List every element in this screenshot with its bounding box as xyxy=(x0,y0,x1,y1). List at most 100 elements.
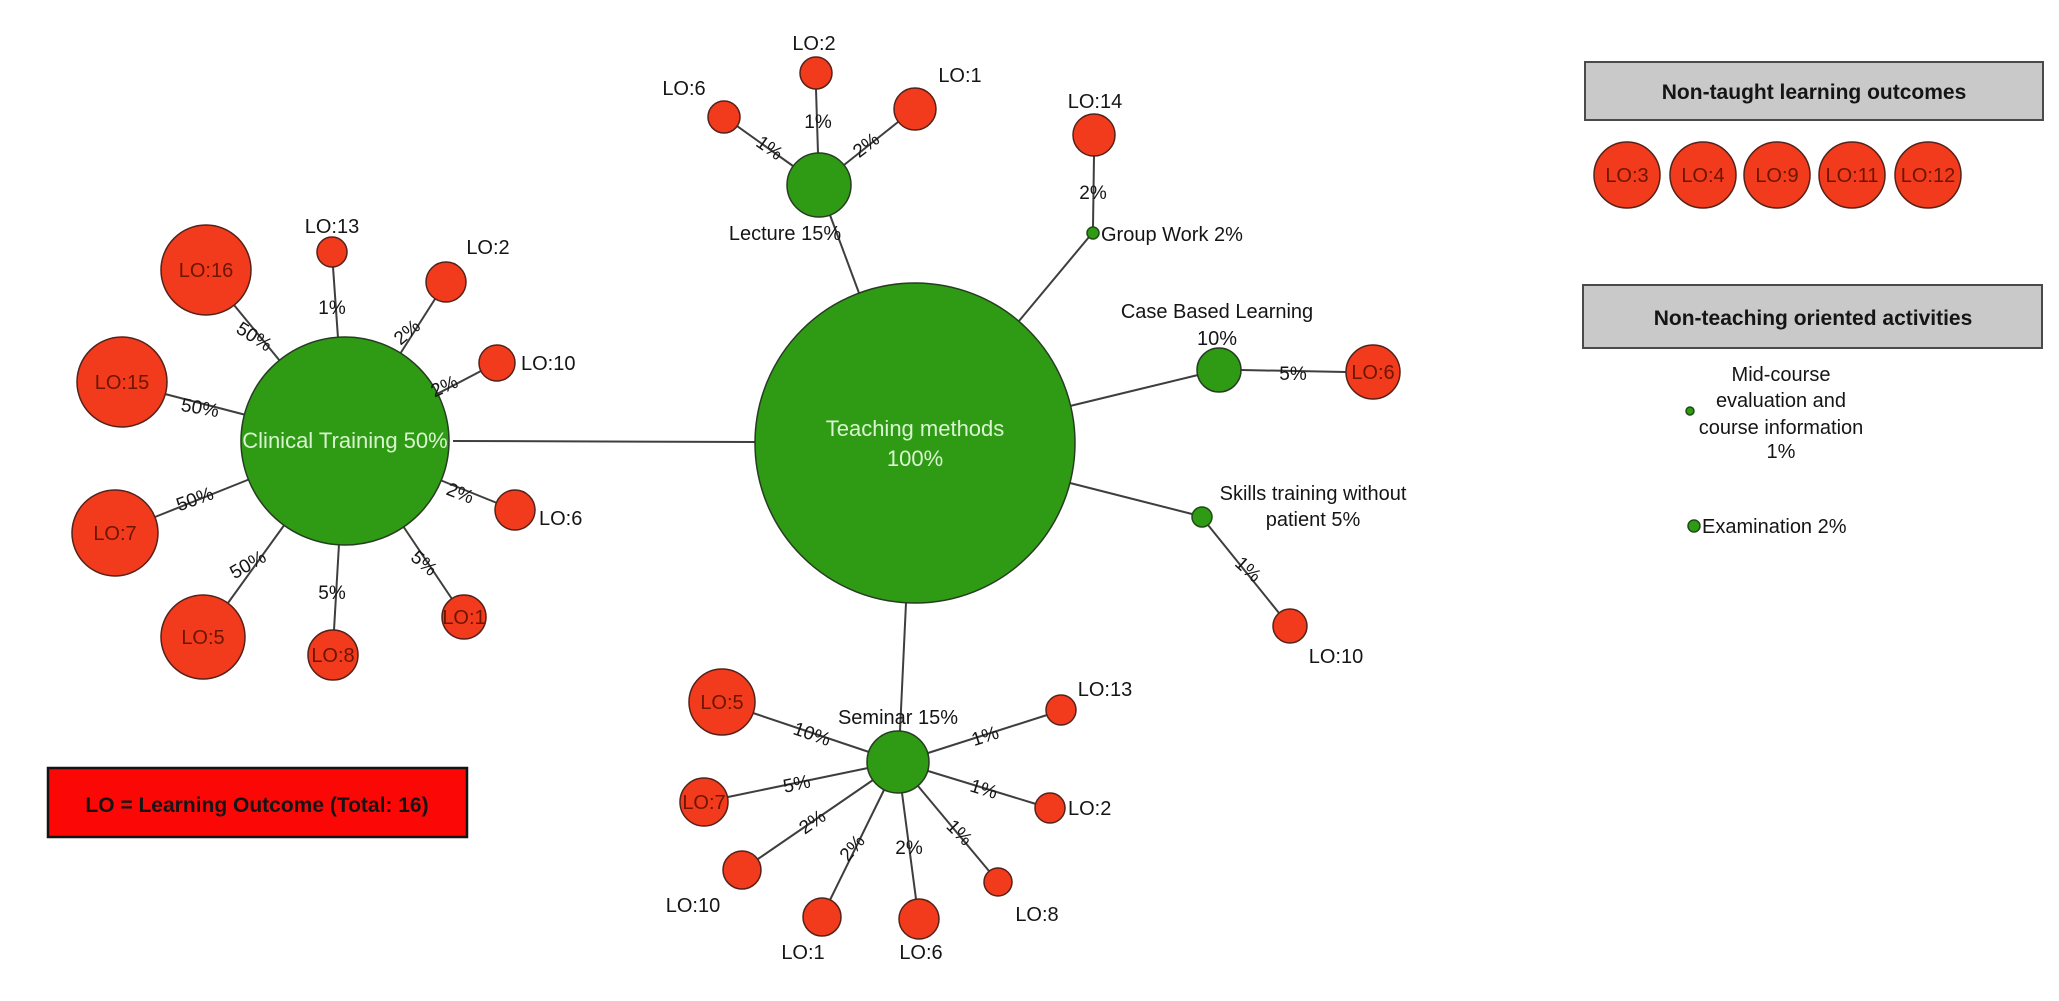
edge-pct: 5% xyxy=(781,771,812,797)
lo-label: LO:3 xyxy=(1605,165,1648,187)
lo-node xyxy=(425,261,467,303)
non-taught-title: Non-taught learning outcomes xyxy=(1662,81,1967,104)
teaching-methods-pct: 100% xyxy=(887,446,943,471)
edge-clinical-lo8 xyxy=(333,543,340,631)
cluster-lecture: Lecture 15% LO:6 1% LO:2 1% LO:1 2% xyxy=(662,33,981,245)
edge-clinical-lo2 xyxy=(399,298,436,355)
case-based-circle xyxy=(1196,347,1242,393)
lo-node xyxy=(707,100,741,134)
edge-seminar-lo6 xyxy=(901,792,917,900)
edge-clinical-lo10 xyxy=(436,370,482,395)
examination-label: Examination 2% xyxy=(1702,516,1847,538)
edge-pct: 1% xyxy=(318,298,346,319)
lo-node xyxy=(1669,141,1737,209)
lo-label: LO:2 xyxy=(1068,798,1111,820)
edge-teaching-groupwork xyxy=(1018,236,1090,322)
lo-label: LO:8 xyxy=(1015,904,1058,926)
lo-label: LO:12 xyxy=(1901,165,1955,187)
lo-node xyxy=(688,668,756,736)
edges xyxy=(154,88,1347,901)
lo-node xyxy=(316,236,348,268)
edge-pct: 2% xyxy=(796,806,831,839)
lo-label: LO:10 xyxy=(666,895,720,917)
cluster-case-based-learning: Case Based Learning 10% LO:6 5% xyxy=(1121,301,1401,400)
edge-casebased-lo6 xyxy=(1240,369,1347,373)
edge-pct: 1% xyxy=(969,723,1002,751)
edge-groupwork-lo14 xyxy=(1092,155,1095,228)
panel-non-teaching: Non-teaching oriented activities Mid-cou… xyxy=(1582,284,2043,538)
lo-label: LO:6 xyxy=(662,78,705,100)
lo-label: LO:16 xyxy=(179,260,233,282)
non-teaching-title: Non-teaching oriented activities xyxy=(1654,307,1973,330)
lo-label: LO:5 xyxy=(700,692,743,714)
cluster-seminar: Seminar 15% LO:5 10% LO:7 5% LO:10 2% LO… xyxy=(666,668,1132,964)
lo-label: LO:1 xyxy=(781,942,824,964)
edge-clinical-lo7 xyxy=(154,478,251,518)
cluster-group-work: Group Work 2% LO:14 2% xyxy=(1068,91,1243,246)
examination-dot xyxy=(1687,519,1701,533)
lo-node xyxy=(160,594,246,680)
lecture-label: Lecture 15% xyxy=(729,223,842,245)
lo-node xyxy=(1593,141,1661,209)
panel-non-taught: Non-taught learning outcomes LO:3 LO:4 L… xyxy=(1584,61,2044,209)
edge-skills-lo10 xyxy=(1207,524,1280,614)
edge-lecture-lo1 xyxy=(843,121,899,166)
lo-label: LO:6 xyxy=(899,942,942,964)
lo-node xyxy=(441,594,487,640)
midcourse-label-line1: Mid-course xyxy=(1732,364,1831,386)
case-based-pct: 10% xyxy=(1197,328,1237,350)
lo-label: LO:14 xyxy=(1068,91,1122,113)
edge-pct: 10% xyxy=(790,719,833,751)
edge-clinical-lo13 xyxy=(332,266,339,339)
skills-training-label: Skills training without xyxy=(1220,483,1407,505)
edge-pct: 5% xyxy=(1279,364,1307,385)
lo-node xyxy=(160,224,252,316)
skills-training-dot xyxy=(1191,506,1213,528)
edge-clinical-lo5 xyxy=(227,523,286,604)
edge-pct: 2% xyxy=(390,316,425,350)
lo-label: LO:1 xyxy=(938,65,981,87)
lo-label: LO:7 xyxy=(682,792,725,814)
lo-label: LO:1 xyxy=(442,607,485,629)
lo-node xyxy=(898,898,940,940)
edge-pct: 2% xyxy=(1079,183,1107,204)
lo-node xyxy=(799,56,833,90)
edge-pct: 50% xyxy=(174,483,217,516)
lo-label: LO:10 xyxy=(521,353,575,375)
lo-node xyxy=(1345,344,1401,400)
lo-label: LO:13 xyxy=(305,216,359,238)
legend-box xyxy=(46,766,469,839)
lo-node xyxy=(1034,792,1066,824)
lo-node xyxy=(802,897,842,937)
midcourse-label-line4: 1% xyxy=(1767,441,1796,463)
legend: LO = Learning Outcome (Total: 16) xyxy=(46,766,469,839)
lo-label: LO:4 xyxy=(1681,165,1724,187)
cluster-clinical-training: Clinical Training 50% LO:16 50% LO:13 1%… xyxy=(71,216,582,681)
edge-seminar-lo13 xyxy=(927,714,1048,754)
lo-label: LO:6 xyxy=(1351,362,1394,384)
edge-seminar-lo10 xyxy=(757,779,874,860)
lo-node xyxy=(1045,694,1077,726)
lo-node xyxy=(722,850,762,890)
edge-clinical-lo15 xyxy=(164,393,247,416)
seminar-circle xyxy=(866,730,930,794)
edge-seminar-lo7 xyxy=(727,767,869,798)
lo-label: LO:5 xyxy=(181,627,224,649)
edge-clinical-lo1 xyxy=(402,525,453,600)
clinical-training-circle xyxy=(240,336,450,546)
teaching-methods-circle xyxy=(754,282,1076,604)
lo-node xyxy=(307,629,359,681)
lo-label: LO:8 xyxy=(311,645,354,667)
edge-pct: 50% xyxy=(232,318,275,356)
non-taught-header-box xyxy=(1584,61,2044,121)
edge-pct: 50% xyxy=(179,395,220,422)
edge-seminar-lo2 xyxy=(927,770,1037,805)
lo-label: LO:15 xyxy=(95,372,149,394)
edge-seminar-lo8 xyxy=(917,785,990,872)
lo-node xyxy=(71,489,159,577)
legend-text: LO = Learning Outcome (Total: 16) xyxy=(85,794,428,817)
lo-node xyxy=(1818,141,1886,209)
edge-pct: 2% xyxy=(895,838,923,859)
edge-teaching-casebased xyxy=(1069,374,1199,407)
